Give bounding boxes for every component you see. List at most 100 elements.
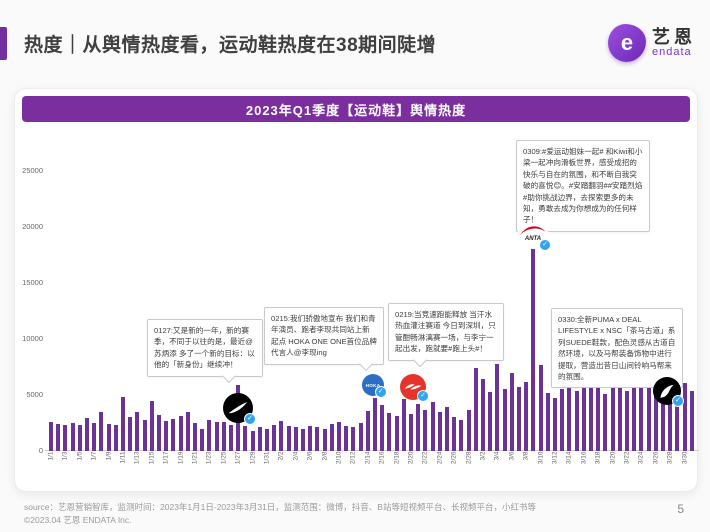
x-tick-label: 2/20: [407, 451, 415, 465]
bar-1/13: [135, 412, 140, 451]
nike-swoosh-icon: [228, 402, 248, 414]
bar-1/3: [63, 425, 68, 451]
bar-1/8: [99, 412, 104, 451]
chart-title: 2023年Q1季度【运动鞋】舆情热度: [22, 96, 690, 122]
hoka-logo-icon: HOKA ✓: [362, 374, 387, 398]
annotation-0330-text: 0330:全新PUMA x DEAL LIFESTYLE x NSC「茶马古道」…: [558, 315, 676, 381]
x-tick-label: 3/10: [537, 451, 545, 465]
endata-brand-name: 艺恩: [652, 27, 696, 47]
bar-2/7: [315, 427, 320, 451]
bar-3/27: [661, 363, 665, 451]
bar-2/8: [322, 429, 327, 451]
annotation-0219: 0219:当竞速跑能释放 当汗水热血灌注赛道 今日到深圳，只管酣畅淋漓赛一场，与…: [388, 303, 504, 368]
bar-1/16: [157, 415, 161, 451]
bar-2/10: [337, 422, 341, 451]
bar-2/11: [344, 426, 349, 451]
bar-1/10: [113, 425, 118, 451]
bar-1/23: [207, 420, 212, 451]
bar-1/14: [142, 420, 147, 451]
x-tick-label: 3/8: [522, 451, 530, 461]
bar-3/7: [517, 387, 521, 451]
bar-3/20: [610, 386, 615, 451]
y-tick-label: 5000: [26, 390, 43, 399]
endata-logo-icon: e: [608, 24, 646, 62]
puma-cat-icon: [660, 384, 674, 398]
x-tick-label: 1/27: [234, 451, 242, 465]
x-axis: 1/1 1/3 1/5 1/7 1/9 1/11 1/13 1/15 1/17 1/19 1/21 1…: [48, 451, 701, 485]
bar-1/28: [243, 426, 248, 451]
bar-1/31: [265, 429, 269, 451]
x-tick-label: 2/28: [465, 451, 473, 465]
x-tick-label: 2/8: [321, 451, 329, 461]
y-axis: 0 5000 10000 15000 20000 25000: [15, 166, 45, 455]
bar-1/20: [185, 412, 190, 451]
bar-3/13: [560, 389, 565, 451]
x-tick-label: 2/18: [393, 451, 401, 465]
x-tick-label: 1/9: [105, 451, 113, 461]
bar-1/15: [149, 401, 154, 451]
bar-2/23: [430, 402, 435, 451]
x-tick-label: 2/2: [277, 451, 285, 461]
bar-3/18: [596, 387, 601, 451]
bar-3/5: [502, 389, 507, 451]
x-tick-label: 1/17: [162, 451, 170, 465]
bar-2/25: [445, 407, 449, 451]
x-tick-label: 3/22: [623, 451, 631, 465]
bar-1/6: [85, 418, 89, 451]
bar-2/9: [329, 424, 334, 451]
bar-1/29: [250, 431, 255, 451]
verified-badge-icon: ✓: [672, 395, 684, 407]
bar-3/6: [509, 373, 514, 451]
bar-1/11: [121, 397, 125, 451]
bar-3/21: [617, 378, 622, 451]
title-accent-bar: [0, 27, 7, 60]
page-number: 5: [677, 502, 684, 516]
bar-1/18: [171, 419, 176, 451]
annotation-0219-text: 0219:当竞速跑能释放 当汗水热血灌注赛道 今日到深圳，只管酣畅淋漓赛一场，与…: [395, 310, 496, 354]
bar-2/12: [351, 427, 356, 451]
x-tick-label: 1/25: [220, 451, 228, 465]
bar-1/9: [106, 424, 111, 451]
annotation-0330: 0330:全新PUMA x DEAL LIFESTYLE x NSC「茶马古道」…: [551, 308, 683, 395]
x-tick-label: 2/4: [292, 451, 300, 461]
y-tick-label: 15000: [22, 278, 43, 287]
x-tick-label: 3/14: [565, 451, 573, 465]
x-tick-label: 1/13: [133, 451, 141, 465]
bar-3/22: [625, 391, 629, 451]
bar-3/10: [538, 365, 543, 451]
x-tick-label: 3/4: [493, 451, 501, 461]
bar-3/29: [675, 394, 680, 451]
nike-logo-icon: ✓: [223, 393, 256, 425]
bar-3/8: [524, 382, 529, 451]
x-tick-label: 1/23: [205, 451, 213, 465]
bar-3/9: [531, 249, 536, 451]
annotation-0215-text: 0215:我们骄傲地宣布 我们和青年演员、跑者李现共同站上新起点 HOKA ON…: [271, 314, 377, 358]
x-tick-label: 3/20: [609, 451, 617, 465]
bar-2/3: [286, 426, 291, 451]
x-tick-label: 1/15: [148, 451, 156, 465]
bar-2/16: [380, 405, 385, 451]
x-tick-label: 3/2: [479, 451, 487, 461]
bar-1/17: [164, 421, 169, 451]
bar-2/6: [308, 426, 313, 451]
bar-2/5: [301, 429, 305, 451]
page-title: 热度｜从舆情热度看，运动鞋热度在38期间陡增: [24, 35, 437, 56]
anta-logo-text: ANTA: [524, 236, 542, 242]
bar-1/4: [70, 423, 75, 451]
x-tick-label: 3/26: [652, 451, 660, 465]
x-tick-label: 2/16: [378, 451, 386, 465]
x-tick-label: 2/12: [349, 451, 357, 465]
bar-3/16: [581, 378, 586, 451]
bar-2/22: [423, 410, 428, 451]
bar-2/1: [272, 425, 277, 451]
bar-2/27: [459, 420, 464, 451]
x-tick-label: 1/29: [249, 451, 257, 465]
x-tick-label: 3/24: [637, 451, 645, 465]
bar-3/15: [574, 391, 579, 451]
annotation-0309: 0309:#爱运动姐妹一起# 和Kiwi和小梁一起冲向滑板世界，感受成招的快乐与…: [516, 140, 650, 239]
x-tick-label: 3/18: [594, 451, 602, 465]
x-axis-line: [45, 450, 699, 451]
bar-3/11: [545, 393, 550, 451]
endata-brand-sub: endata: [652, 46, 692, 58]
bar-plot: [45, 171, 699, 451]
